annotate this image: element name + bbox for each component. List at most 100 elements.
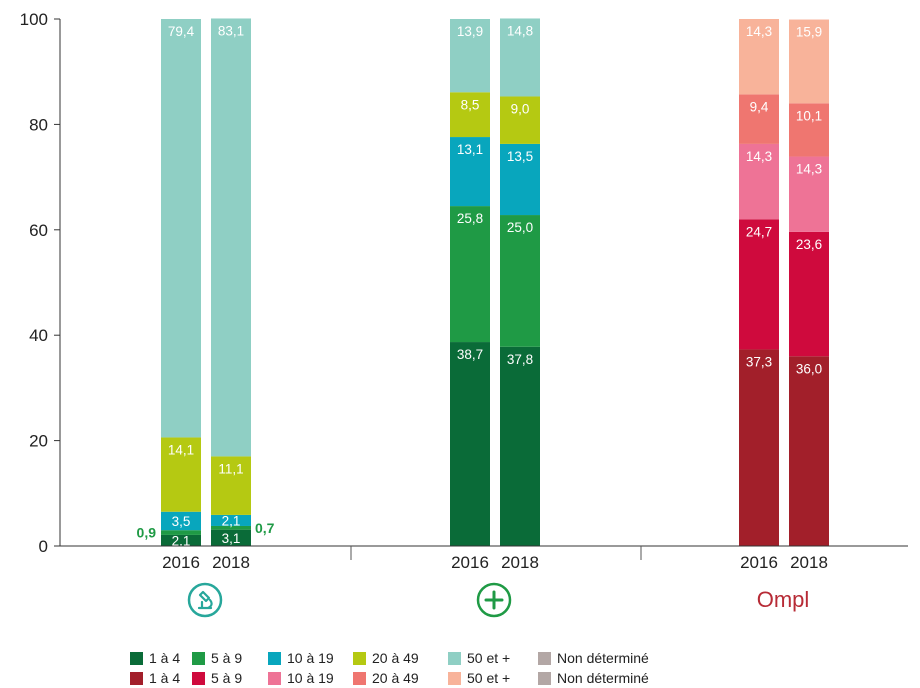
ompl-logo-text: Ompl [757,587,810,612]
bar-segment [450,342,490,546]
bar-value-label: 13,5 [507,149,533,164]
bar-value-label: 14,3 [746,24,772,39]
microscope-logo-icon [187,582,223,618]
bar-value-label: 83,1 [218,23,244,38]
legend-swatch [448,651,461,665]
bar-value-label: 25,0 [507,220,533,235]
legend-item: Non déterminé [538,650,668,666]
legend-swatch [448,671,461,685]
y-tick-label: 100 [20,10,48,29]
legend-label: 1 à 4 [149,670,181,686]
bar-value-label: 8,5 [461,97,480,112]
legend-label: 50 et + [467,650,511,666]
group-logos: Ompl [187,582,810,618]
bar-value-label: 14,1 [168,442,194,457]
bar-value-label: 3,5 [172,514,191,529]
legend-swatch [353,671,366,685]
bar-segment [500,96,540,144]
bar-segment [789,231,829,357]
bar-segment [161,437,201,512]
legend-label: 10 à 19 [287,670,334,686]
bar-segment [739,19,779,95]
legend-row: 1 à 4 5 à 9 10 à 19 20 à 49 50 et + Non déter… [130,648,668,668]
legend-item: 50 et + [448,650,538,666]
legend-label: 50 et + [467,670,511,686]
x-tick-label: 2018 [212,553,250,572]
bars [161,18,829,546]
bar-value-label: 13,1 [457,142,483,157]
x-tick-label: 2016 [740,553,778,572]
bar-segment [789,19,829,104]
legend-item: Non déterminé [538,670,668,686]
data-labels: 2,1 0,9 3,5 14,1 79,4 3,1 0,7 2,1 11,1 83,1 38,7 25… [137,23,823,548]
x-tick-label: 2018 [790,553,828,572]
x-tick-label: 2018 [501,553,539,572]
ompl-logo: Ompl [757,587,810,612]
bar-value-label: 37,3 [746,354,772,369]
legend-swatch [353,651,366,665]
y-tick-label: 80 [29,115,48,134]
bar-segment [161,530,201,535]
legend-item: 10 à 19 [268,650,353,666]
bar-value-label: 0,7 [255,520,275,536]
bar-segment [739,143,779,220]
legend-label: 5 à 9 [211,650,243,666]
legend-swatch [538,671,551,685]
bar-segment [211,514,251,526]
legend-row: 1 à 4 5 à 9 10 à 19 20 à 49 50 et + Non déter… [130,668,668,688]
x-tick-label: 2016 [162,553,200,572]
legend-label: 10 à 19 [287,650,334,666]
legend-swatch [130,671,143,685]
legend-item: 10 à 19 [268,670,353,686]
bar-value-label: 13,9 [457,24,483,39]
legend-label: 20 à 49 [372,670,419,686]
bar-value-label: 9,4 [750,99,769,114]
bar-segment [500,18,540,97]
bar-value-label: 25,8 [457,211,483,226]
y-axis: 0 20 40 60 80 100 [20,10,61,556]
bar-segment [789,156,829,232]
bar-segment [789,103,829,157]
legend-label: 5 à 9 [211,670,243,686]
bar-value-label: 11,1 [218,461,243,476]
bar-value-label: 14,3 [746,149,772,164]
bar-value-label: 9,0 [511,101,530,116]
bar-segment [161,534,201,546]
bar-segment [500,143,540,216]
bar-value-label: 15,9 [796,25,822,40]
legend-label: Non déterminé [557,650,649,666]
bar-segment [739,94,779,144]
bar-segment [450,206,490,343]
bar-value-label: 2,1 [172,533,191,548]
legend-item: 5 à 9 [192,650,268,666]
y-tick-label: 20 [29,432,48,451]
bar-value-label: 3,1 [222,531,241,546]
bar-value-label: 24,7 [746,224,772,239]
bar-segment [211,456,251,515]
bar-segment [211,529,251,546]
legend-item: 20 à 49 [353,670,448,686]
x-axis: 2016 2018 2016 2018 2016 2018 [60,545,908,572]
bar-value-label: 37,8 [507,352,533,367]
bar-segment [500,215,540,347]
legend-label: 1 à 4 [149,650,181,666]
y-tick-label: 60 [29,221,48,240]
bar-segment [161,19,201,438]
legend-label: 20 à 49 [372,650,419,666]
bar-value-label: 14,8 [507,23,533,38]
legend-item: 20 à 49 [353,650,448,666]
bar-segment [211,18,251,457]
bar-segment [450,137,490,207]
bar-value-label: 14,3 [796,162,822,177]
bar-segment [161,511,201,531]
bar-value-label: 38,7 [457,347,483,362]
x-tick-label: 2016 [451,553,489,572]
plus-logo-icon [476,582,512,618]
legend: 1 à 4 5 à 9 10 à 19 20 à 49 50 et + Non déter… [130,648,668,688]
legend-swatch [192,671,205,685]
legend-item: 50 et + [448,670,538,686]
bar-value-label: 0,9 [137,525,157,541]
y-tick-label: 0 [39,537,48,556]
bar-value-label: 23,6 [796,237,822,252]
